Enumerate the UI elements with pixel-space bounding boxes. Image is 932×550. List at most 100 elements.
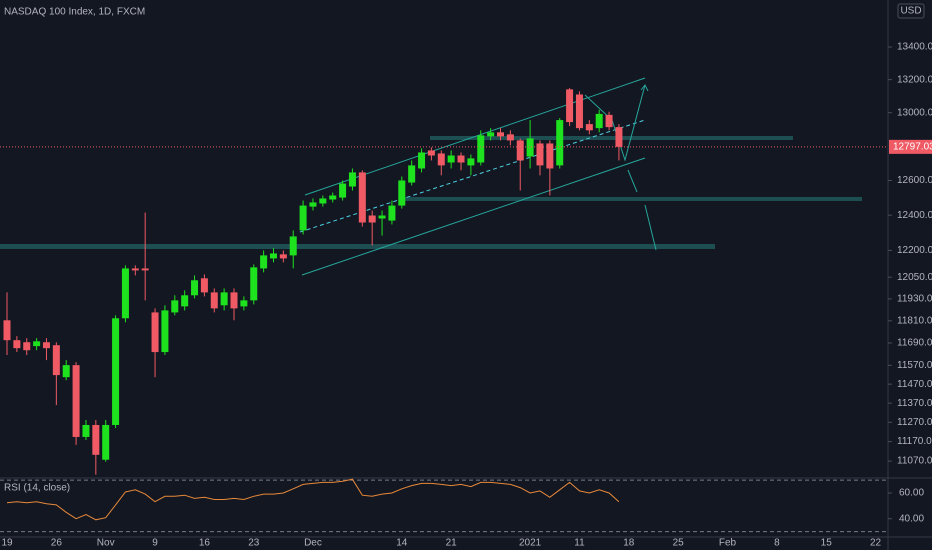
- chart-title: NASDAQ 100 Index, 1D, FXCM: [4, 7, 145, 18]
- candle-body: [191, 280, 199, 296]
- y-tick-label: 12050.00: [897, 272, 932, 283]
- candle-body: [329, 195, 337, 200]
- y-tick-label: 12600.00: [897, 175, 932, 186]
- zone: [430, 136, 793, 140]
- candle-body: [615, 127, 623, 147]
- candle-body: [171, 300, 179, 313]
- candle-body: [358, 172, 366, 223]
- candle-body: [536, 143, 544, 166]
- candle-body: [309, 202, 317, 207]
- channel-mid: [299, 119, 646, 233]
- x-tick-label: 15: [821, 538, 833, 549]
- x-tick-label: Nov: [97, 538, 115, 549]
- candle-body: [348, 172, 356, 187]
- candle-body: [33, 341, 41, 347]
- candle-body: [467, 158, 475, 166]
- candle-body: [526, 138, 534, 157]
- candle-body: [427, 150, 435, 156]
- candle-body: [289, 236, 297, 256]
- x-tick-label: 19: [1, 538, 13, 549]
- currency-box: [897, 3, 925, 19]
- candle-body: [299, 205, 307, 231]
- candle-body: [112, 318, 120, 425]
- candle-body: [418, 152, 426, 169]
- y-tick-label: 11930.00: [897, 294, 932, 305]
- candle-body: [151, 312, 159, 353]
- candle-body: [378, 215, 386, 219]
- candle-body: [141, 268, 149, 271]
- candle-body: [457, 155, 465, 163]
- y-tick-label: 11570.00: [897, 360, 932, 371]
- candle-body: [546, 143, 554, 169]
- rsi-tick-label: 40.00: [899, 513, 924, 524]
- rsi-title: RSI (14, close): [4, 483, 70, 494]
- y-tick-label: 12200.00: [897, 245, 932, 256]
- candle-body: [220, 292, 228, 306]
- x-tick-label: 18: [623, 538, 635, 549]
- x-tick-label: 25: [673, 538, 685, 549]
- x-tick-label: 26: [51, 538, 63, 549]
- x-tick-label: 11: [574, 538, 585, 549]
- candle-body: [260, 255, 268, 269]
- x-tick-label: 22: [870, 538, 882, 549]
- x-tick-label: 9: [152, 538, 158, 549]
- x-tick-label: 21: [446, 538, 458, 549]
- candle-body: [368, 215, 376, 223]
- x-tick-label: 8: [774, 538, 780, 549]
- candle-body: [279, 254, 287, 259]
- y-tick-label: 11690.00: [897, 338, 932, 349]
- candle-body: [506, 134, 514, 141]
- y-tick-label: 12400.00: [897, 210, 932, 221]
- candle-body: [388, 205, 396, 221]
- candle-body: [566, 89, 574, 123]
- candle-body: [605, 114, 613, 128]
- last-price-label: 12797.03: [893, 141, 932, 152]
- y-tick-label: 11070.00: [897, 456, 932, 467]
- candle-body: [92, 424, 100, 455]
- candle-body: [477, 135, 485, 163]
- candle-body: [497, 132, 504, 137]
- candle-body: [82, 424, 90, 437]
- candle-body: [181, 295, 189, 307]
- candle-body: [408, 165, 416, 183]
- candle-body: [3, 320, 11, 341]
- x-tick-label: Feb: [719, 538, 737, 549]
- candle-body: [339, 183, 347, 198]
- candle-body: [556, 120, 564, 166]
- candle-body: [269, 253, 277, 259]
- y-tick-label: 11170.00: [897, 436, 932, 447]
- candle-body: [437, 153, 445, 166]
- candle-body: [319, 198, 327, 204]
- candle-body: [398, 180, 406, 206]
- candle-body: [23, 342, 31, 351]
- x-tick-label: 16: [199, 538, 211, 549]
- y-tick-label: 11270.00: [897, 417, 932, 428]
- channel-lower: [301, 157, 646, 276]
- candle-body: [240, 300, 248, 307]
- arrow-head: [640, 84, 649, 92]
- candle-body: [487, 132, 495, 137]
- zone: [405, 197, 862, 201]
- x-tick-label: 14: [396, 538, 408, 549]
- x-tick-label: Dec: [304, 538, 322, 549]
- x-tick-label: 23: [248, 538, 260, 549]
- arrow-path: [644, 204, 657, 251]
- candle-body: [516, 140, 524, 161]
- candle-body: [72, 365, 80, 437]
- candle-body: [200, 278, 208, 293]
- y-tick-label: 11810.00: [897, 315, 932, 326]
- candle-body: [210, 292, 218, 309]
- y-tick-label: 13400.00: [897, 42, 932, 53]
- y-tick-label: 11370.00: [897, 398, 932, 409]
- candle-body: [585, 124, 593, 131]
- candle-body: [447, 155, 455, 163]
- candle-body: [62, 365, 70, 378]
- y-tick-label: 13200.00: [897, 74, 932, 85]
- candle-body: [131, 268, 139, 271]
- arrow-path: [627, 169, 638, 193]
- x-tick-label: 2021: [519, 538, 542, 549]
- candle-body: [250, 267, 258, 301]
- candle-body: [575, 94, 583, 129]
